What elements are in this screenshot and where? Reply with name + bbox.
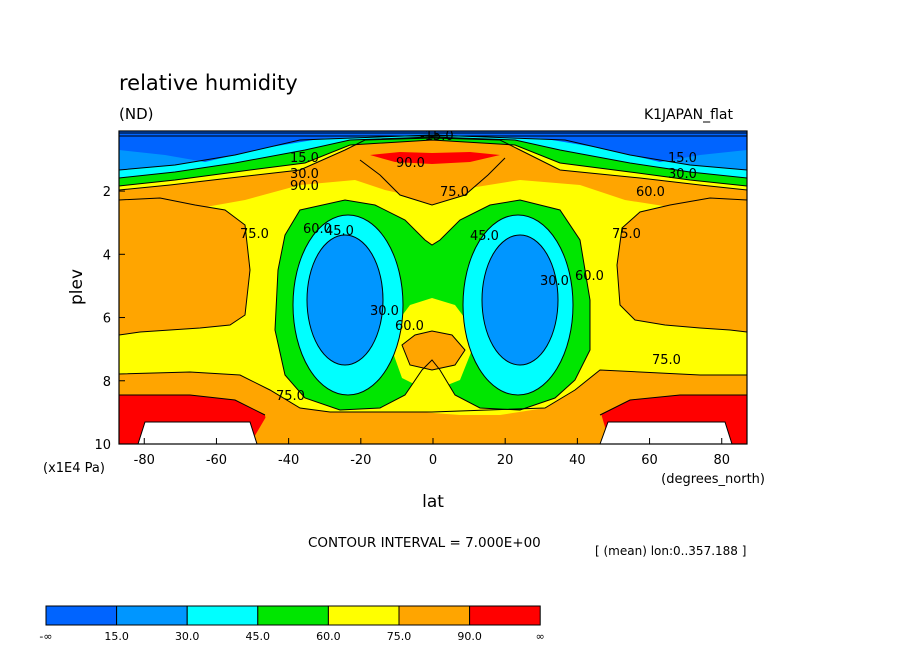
colorbar-swatch [116,605,188,626]
fill-band-75-90 [250,410,610,444]
contour-plot-area: 15.0 30.0 90.0 15.0 30.0 60.0 90.0 75.0 … [119,129,747,444]
contour-interval-text: CONTOUR INTERVAL = 7.000E+00 [308,535,541,551]
fill-band-75-90 [360,155,505,205]
below-ground-mask [137,421,258,444]
x-tick-label: -60 [206,453,227,468]
colorbar: -∞ 15.0 30.0 45.0 60.0 75.0 90.0 ∞ [39,605,545,643]
contour-label: 30.0 [668,167,697,182]
contour-label: 75.0 [652,353,681,368]
colorbar-swatch [257,605,329,626]
contour-label: -15.0 [420,129,454,144]
colorbar-label: 75.0 [387,630,412,643]
contour-label: 45.0 [325,224,354,239]
colorbar-label: ∞ [536,630,545,643]
fill-band-75-90 [402,331,465,370]
x-tick-label: -40 [278,453,299,468]
x-tick-label: 80 [713,453,730,468]
contour-label: 60.0 [575,269,604,284]
contour-label: 30.0 [370,304,399,319]
contour-label: 75.0 [240,227,269,242]
y-axis-units: (x1E4 Pa) [43,461,105,476]
chart-title: relative humidity [119,71,298,95]
contour-label: 15.0 [668,151,697,166]
x-tick-label: -20 [350,453,371,468]
x-tick-label: 0 [429,453,437,468]
below-ground-mask [599,421,733,444]
fill-band-75-90 [617,198,747,332]
colorbar-swatch [186,605,259,626]
y-axis: 2 4 6 8 10 [94,185,125,453]
x-axis-units: (degrees_north) [661,472,765,487]
y-tick-label: 10 [94,438,111,453]
fill-band-above-90 [370,152,500,164]
y-tick-label: 4 [103,248,111,263]
contour-label: 75.0 [612,227,641,242]
contour-label: 75.0 [276,389,305,404]
colorbar-label: 60.0 [316,630,341,643]
mean-note: [ (mean) lon:0..357.188 ] [595,544,746,558]
contour-label: 30.0 [540,274,569,289]
colorbar-label: 90.0 [457,630,482,643]
y-tick-label: 6 [103,312,111,327]
x-tick-label: 40 [569,453,586,468]
dataset-label: K1JAPAN_flat [644,107,734,123]
contour-label: 60.0 [636,185,665,200]
units-label: (ND) [119,105,153,123]
contour-label: 60.0 [395,319,424,334]
contour-label: 30.0 [290,167,319,182]
contour-label: 90.0 [290,179,319,194]
colorbar-label: 15.0 [104,630,129,643]
fill-band-15-30 [482,235,558,365]
x-tick-label: 20 [497,453,514,468]
x-tick-label: 60 [641,453,658,468]
fill-band-15-30 [307,235,383,365]
x-axis: -80 -60 -40 -20 0 20 40 60 80 [134,438,730,468]
colorbar-label: 45.0 [246,630,271,643]
x-axis-label: lat [422,492,444,512]
contour-label: 90.0 [396,156,425,171]
colorbar-swatch [469,605,541,626]
contour-label: 15.0 [290,151,319,166]
x-tick-label: -80 [134,453,155,468]
contour-label-group: 15.0 30.0 90.0 15.0 30.0 60.0 90.0 75.0 … [240,129,697,404]
colorbar-swatch [398,605,471,626]
colorbar-swatch [45,605,118,626]
contour-lines [119,132,747,416]
colorbar-label: 30.0 [175,630,200,643]
contour-label: 60.0 [303,222,332,237]
contour-label: 75.0 [440,185,469,200]
colorbar-swatch [327,605,400,626]
y-tick-label: 8 [103,375,111,390]
fill-band-below-15 [119,131,747,162]
contour-label: 45.0 [470,229,499,244]
y-axis-label: plev [67,269,87,305]
colorbar-label: -∞ [39,630,52,643]
y-tick-label: 2 [103,185,111,200]
fill-band-75-90 [119,198,250,335]
